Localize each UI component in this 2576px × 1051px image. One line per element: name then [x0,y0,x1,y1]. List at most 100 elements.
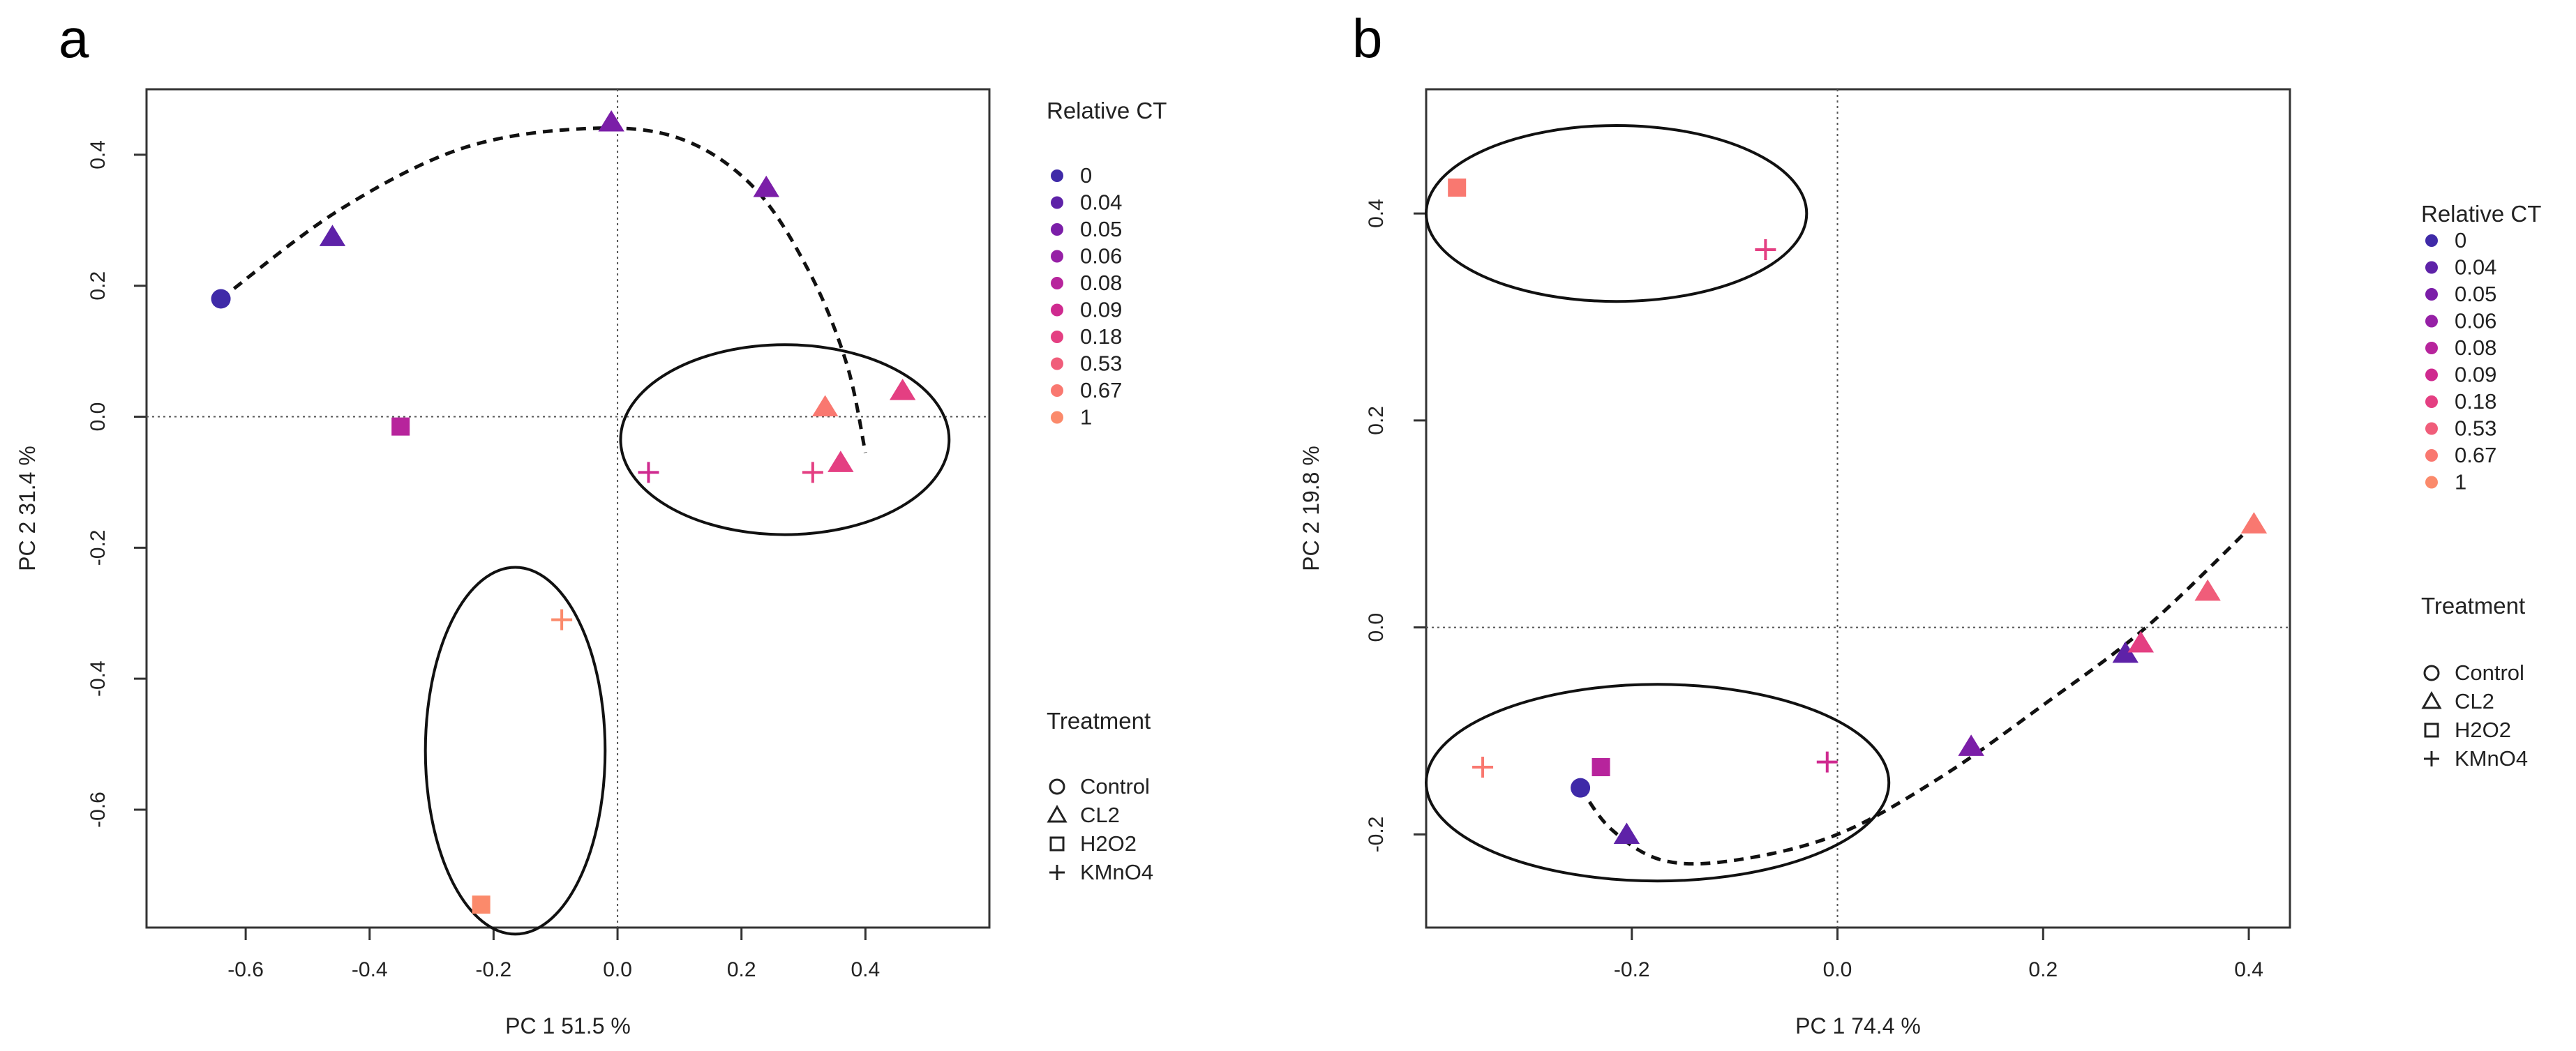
data-point-plus [1816,751,1838,773]
data-point-triangle [1958,734,1984,756]
color-legend-label: 1 [1080,405,1092,430]
color-legend-label: 1 [2455,470,2466,494]
color-legend-swatch [2425,449,2438,462]
y-tick-label: -0.4 [87,660,110,697]
data-point-triangle [811,395,839,417]
color-legend-label: 0.53 [1080,351,1122,376]
color-legend-swatch [2425,234,2438,247]
data-point-square [391,417,410,436]
shape-legend-label: Control [2455,660,2524,685]
data-point-triangle [889,378,916,400]
color-legend-label: 0.08 [2455,335,2496,360]
data-point-circle [211,289,231,309]
color-legend-swatch [2425,395,2438,408]
color-legend-label: 0.53 [2455,416,2496,441]
color-legend-swatch [2425,476,2438,489]
color-legend-swatch [1051,169,1063,182]
color-legend-label: 0.04 [2455,255,2496,280]
data-point-triangle [2194,579,2221,601]
color-legend-label: 0.18 [2455,389,2496,414]
data-point-triangle [319,225,346,246]
plus-legend-icon [2424,751,2439,766]
color-legend-label: 0.08 [1080,271,1122,295]
color-legend-swatch [1051,223,1063,236]
x-tick-label: 0.2 [727,958,756,981]
color-legend-swatch [1051,303,1063,317]
shape-legend-title: Treatment [2421,593,2525,619]
triangle-legend-icon [1047,804,1068,823]
color-legend-label: 0.09 [2455,363,2496,387]
color-legend-label: 0.06 [1080,244,1122,269]
y-tick-label: 0.4 [1365,199,1388,228]
data-point-plus [1472,756,1494,778]
data-point-plus [551,609,573,630]
color-legend-swatch [1051,277,1063,289]
shape-legend-label: Control [1080,774,1150,799]
panel-letter-b: b [1352,8,1382,69]
shape-legend-label: KMnO4 [1080,860,1153,884]
panel-letter-a: a [59,8,89,69]
cluster-ellipse [1425,123,1809,303]
data-point-plus [802,462,823,483]
data-point-triangle [1613,822,1640,845]
color-legend-swatch [2425,342,2438,354]
data-point-triangle [828,451,854,472]
color-legend-label: 0.09 [1080,298,1122,322]
color-legend-swatch [1051,331,1063,343]
square-legend-icon [1049,836,1065,852]
color-legend-swatch [2425,315,2438,328]
cluster-ellipse [1425,683,1891,883]
y-tick-label: -0.2 [87,529,110,566]
data-point-triangle [2127,630,2154,653]
shape-legend-label: CL2 [1080,803,1120,827]
color-legend-swatch [1051,384,1063,397]
plot-frame [145,88,991,929]
data-point-triangle [2240,512,2268,534]
y-tick-label: 0.2 [1365,406,1388,435]
x-tick-label: -0.4 [352,958,388,981]
data-point-plus [1755,239,1776,261]
color-legend-label: 0.67 [1080,378,1122,402]
data-point-square [1448,178,1467,197]
data-point-circle [1571,778,1591,798]
color-legend-label: 0 [1080,163,1092,188]
plus-legend-icon [1049,865,1065,880]
color-legend-swatch [1051,250,1063,263]
y-tick-label: -0.6 [87,792,110,828]
x-tick-label: 0.4 [851,958,880,981]
color-legend-swatch [1051,411,1063,424]
data-point-triangle [598,109,624,132]
data-point-triangle [2112,641,2139,663]
chart-panel-a: -0.6 -0.4 -0.2 0.0 0.2 0.4 -0.6 -0.4 -0.2 0.0 0.2 0… [15,88,1167,1038]
cluster-ellipse [619,343,951,536]
y-tick-label: 0.2 [87,271,110,301]
color-legend-label: 0.06 [2455,309,2496,333]
color-legend-label: 0.05 [2455,282,2496,306]
circle-legend-icon [2423,665,2440,681]
chart-panel-b: -0.2 0.0 0.2 0.4 -0.2 0.0 0.2 0.4 PC 1 74.4 % PC … [1298,88,2541,1038]
triangle-legend-icon [2421,690,2442,709]
shape-legend-label: KMnO4 [2455,746,2528,771]
color-legend-title: Relative CT [1047,98,1167,123]
color-legend-label: 0.05 [1080,217,1122,241]
circle-legend-icon [1049,778,1065,795]
shape-legend-label: CL2 [2455,689,2494,713]
x-tick-label: 0.0 [603,958,632,981]
y-axis-title: PC 2 19.8 % [1298,446,1324,571]
x-tick-label: -0.2 [1614,958,1650,981]
data-point-plus [638,462,659,483]
color-legend-swatch [2425,261,2438,274]
data-point-triangle [753,175,779,197]
data-point-square [1592,757,1610,776]
data-point-square [472,895,491,914]
x-tick-label: 0.2 [2028,958,2058,981]
cluster-ellipse [424,566,607,936]
plot-frame [1425,88,2291,929]
y-tick-label: 0.0 [1365,613,1388,642]
x-tick-label: 0.0 [1823,958,1852,981]
y-tick-label: -0.2 [1365,817,1388,853]
shape-legend-label: H2O2 [1080,831,1137,856]
color-legend-label: 0.04 [1080,190,1122,215]
x-tick-label: 0.4 [2234,958,2263,981]
